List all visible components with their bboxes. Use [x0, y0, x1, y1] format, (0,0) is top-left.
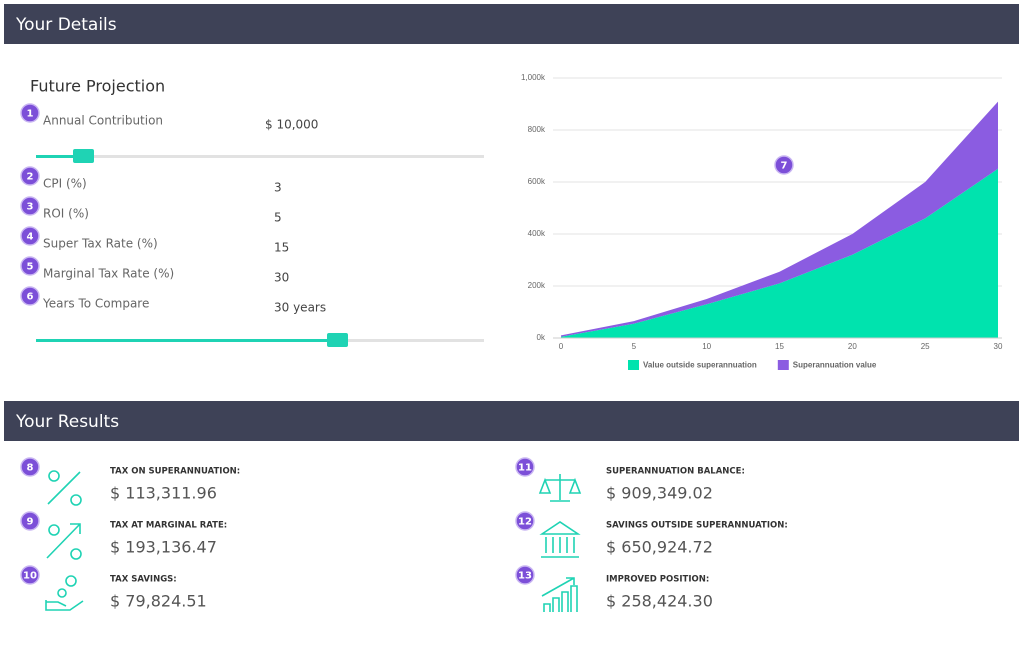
x-tick-label: 30: [994, 342, 1003, 351]
badge: [20, 256, 40, 276]
legend-label: Value outside superannuation: [643, 361, 757, 370]
field-value: 30 years: [274, 301, 326, 315]
badge: [515, 565, 535, 585]
field-label: CPI (%): [43, 177, 87, 191]
icon: [45, 600, 84, 611]
header-bar: [4, 4, 1019, 44]
icon: [70, 494, 82, 506]
header-bar: [4, 401, 1019, 441]
result-icon: [46, 523, 82, 560]
field-value: 5: [274, 211, 282, 225]
result-value: $ 79,824.51: [110, 592, 207, 611]
field-label: Annual Contribution: [43, 114, 163, 128]
field-value: $ 10,000: [265, 118, 318, 132]
badge-number: 12: [518, 517, 532, 528]
x-tick-label: 0: [559, 342, 564, 351]
x-tick-label: 20: [848, 342, 857, 351]
result-value: $ 650,924.72: [606, 538, 713, 557]
icon: [48, 524, 60, 536]
legend-label: Superannuation value: [793, 361, 877, 370]
y-tick-label: 0k: [537, 333, 546, 342]
badge-number: 11: [518, 463, 532, 474]
badge-number: 1: [27, 109, 34, 120]
badge-number: 6: [27, 292, 34, 303]
y-tick-label: 800k: [528, 125, 546, 134]
badge-number: 5: [27, 262, 34, 273]
x-tick-label: 5: [632, 342, 637, 351]
result-icon: [541, 577, 578, 612]
y-tick-label: 400k: [528, 229, 546, 238]
icon: [539, 521, 581, 558]
result-icon: [47, 470, 82, 506]
result-label: SUPERANNUATION BALANCE:: [606, 467, 745, 477]
y-tick-label: 1,000k: [521, 73, 546, 82]
result-icon: [45, 575, 84, 611]
slider-thumb[interactable]: [327, 333, 348, 347]
icon: [70, 548, 82, 560]
section-title: Your Details: [15, 15, 117, 35]
icon: [538, 474, 582, 502]
field-label: Super Tax Rate (%): [43, 237, 158, 251]
slider-thumb[interactable]: [73, 149, 94, 163]
result-value: $ 258,424.30: [606, 592, 713, 611]
area: [561, 168, 998, 338]
badge: [20, 103, 40, 123]
icon: [541, 577, 578, 612]
badge: [20, 166, 40, 186]
section-title: Your Results: [15, 412, 119, 432]
x-tick-label: 15: [775, 342, 784, 351]
result-value: $ 193,136.47: [110, 538, 217, 557]
badge-number: 2: [27, 172, 34, 183]
badge: [20, 457, 40, 477]
y-tick-label: 200k: [528, 281, 546, 290]
result-label: TAX ON SUPERANNUATION:: [110, 467, 240, 477]
badge: [20, 286, 40, 306]
result-value: $ 909,349.02: [606, 484, 713, 503]
badge-number: 10: [23, 571, 37, 582]
badge-number: 8: [27, 463, 34, 474]
badge: [20, 196, 40, 216]
legend-swatch: [628, 360, 639, 370]
result-value: $ 113,311.96: [110, 484, 217, 503]
badge: [20, 565, 40, 585]
badge-number: 4: [27, 232, 34, 243]
result-label: SAVINGS OUTSIDE SUPERANNUATION:: [606, 521, 788, 531]
field-value: 3: [274, 181, 282, 195]
icon: [65, 575, 77, 587]
y-tick-label: 600k: [528, 177, 546, 186]
area: [561, 101, 998, 337]
result-icon: [538, 474, 582, 502]
icon: [57, 588, 67, 598]
result-label: IMPROVED POSITION:: [606, 575, 709, 585]
badge-number: 3: [27, 202, 34, 213]
icon: [48, 470, 60, 482]
field-value: 15: [274, 241, 289, 255]
badge: [20, 226, 40, 246]
result-label: TAX SAVINGS:: [110, 575, 177, 585]
icon: [47, 471, 81, 505]
field-label: Marginal Tax Rate (%): [43, 267, 174, 281]
field-label: ROI (%): [43, 207, 89, 221]
field-value: 30: [274, 271, 289, 285]
badge: [20, 511, 40, 531]
result-icon: [539, 521, 581, 558]
field-label: Years To Compare: [42, 297, 149, 311]
badge: [774, 155, 794, 175]
slider-track: [36, 155, 484, 158]
badge-number: 9: [27, 517, 34, 528]
slider-fill: [36, 155, 82, 158]
legend-swatch: [777, 360, 789, 370]
badge-number: 7: [781, 161, 788, 172]
x-tick-label: 10: [702, 342, 711, 351]
x-tick-label: 25: [921, 342, 930, 351]
subtitle: Future Projection: [30, 77, 165, 96]
icon: [46, 523, 81, 559]
result-label: TAX AT MARGINAL RATE:: [110, 521, 227, 531]
badge-number: 13: [518, 571, 532, 582]
badge: [515, 511, 535, 531]
badge: [515, 457, 535, 477]
slider-fill: [36, 339, 336, 342]
